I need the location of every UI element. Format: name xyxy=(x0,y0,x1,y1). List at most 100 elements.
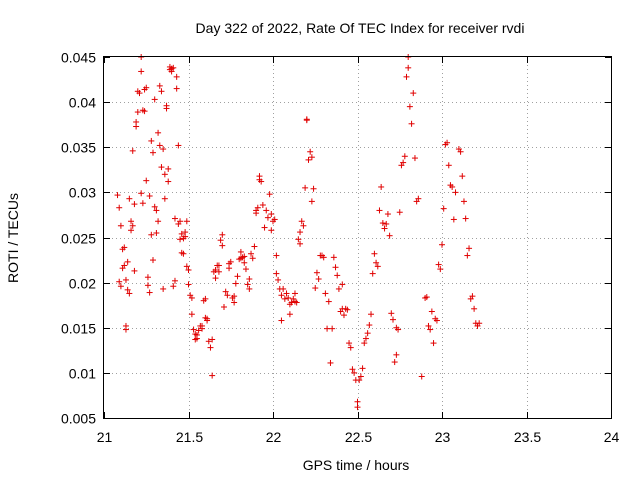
data-point xyxy=(312,285,319,292)
data-point xyxy=(303,117,310,124)
data-point xyxy=(361,340,368,347)
chart-title: Day 322 of 2022, Rate Of TEC Index for r… xyxy=(196,20,525,36)
data-point xyxy=(126,290,133,297)
x-tick-label: 23 xyxy=(435,429,451,445)
data-point xyxy=(177,236,184,243)
data-point xyxy=(275,276,282,283)
data-point xyxy=(471,305,478,312)
data-point xyxy=(209,372,216,379)
data-point xyxy=(383,220,390,227)
data-point xyxy=(131,267,138,274)
data-point xyxy=(386,232,393,239)
data-point xyxy=(188,294,195,301)
data-point xyxy=(425,322,432,329)
data-point xyxy=(161,171,168,178)
data-point xyxy=(143,84,150,91)
data-point xyxy=(403,73,410,80)
data-point xyxy=(160,146,167,153)
data-point xyxy=(263,207,270,214)
data-point xyxy=(163,102,170,109)
data-point xyxy=(124,286,131,293)
data-point xyxy=(253,210,260,217)
data-point xyxy=(459,173,466,180)
data-point xyxy=(354,404,361,411)
data-point xyxy=(143,177,150,184)
data-point xyxy=(297,229,304,236)
data-point xyxy=(190,326,197,333)
data-point xyxy=(427,326,434,333)
data-point xyxy=(393,351,400,358)
data-point xyxy=(430,340,437,347)
data-point xyxy=(185,266,192,273)
data-point xyxy=(450,216,457,223)
data-point xyxy=(344,306,351,313)
x-tick-label: 22 xyxy=(266,429,282,445)
data-point xyxy=(261,224,268,231)
data-point xyxy=(251,243,258,250)
data-point xyxy=(435,261,442,268)
data-point xyxy=(308,198,315,205)
data-point xyxy=(460,198,467,205)
data-point xyxy=(205,338,212,345)
data-point xyxy=(356,377,363,384)
data-point xyxy=(185,281,192,288)
data-point xyxy=(391,359,398,366)
data-point xyxy=(320,254,327,261)
data-point xyxy=(410,90,417,97)
data-point xyxy=(396,209,403,216)
data-point xyxy=(141,108,148,115)
data-point xyxy=(207,344,214,351)
data-point xyxy=(146,289,153,296)
data-point xyxy=(325,298,332,305)
data-point xyxy=(171,215,178,222)
data-point xyxy=(146,192,153,199)
data-point xyxy=(476,320,483,327)
data-point xyxy=(122,326,129,333)
data-point xyxy=(128,227,135,234)
data-point xyxy=(273,252,280,259)
data-point xyxy=(349,366,356,373)
data-point xyxy=(222,288,229,295)
data-point xyxy=(415,195,422,202)
data-point xyxy=(369,270,376,277)
data-point xyxy=(155,218,162,225)
data-point xyxy=(384,211,391,218)
data-point xyxy=(129,222,136,229)
y-tick-label: 0.01 xyxy=(69,366,96,382)
data-point xyxy=(291,290,298,297)
data-point xyxy=(433,317,440,324)
data-point xyxy=(307,148,314,155)
data-point xyxy=(330,254,337,261)
data-point xyxy=(215,262,222,269)
axis-ticks xyxy=(104,57,612,419)
data-point xyxy=(405,64,412,71)
data-point xyxy=(148,137,155,144)
data-point xyxy=(389,316,396,323)
data-point xyxy=(133,118,140,125)
data-point xyxy=(305,156,312,163)
data-point xyxy=(286,311,293,318)
data-point xyxy=(297,240,304,247)
data-point xyxy=(351,369,358,376)
data-point xyxy=(195,327,202,334)
data-point xyxy=(151,96,158,103)
data-point xyxy=(268,211,275,218)
data-point xyxy=(217,237,224,244)
data-point xyxy=(173,73,180,80)
data-point xyxy=(156,142,163,149)
data-point xyxy=(339,281,346,288)
data-point xyxy=(428,308,435,315)
data-point xyxy=(288,299,295,306)
data-point xyxy=(231,299,238,306)
data-point xyxy=(188,311,195,318)
data-point xyxy=(165,178,172,185)
y-tick-label: 0.035 xyxy=(61,140,96,156)
data-point xyxy=(158,164,165,171)
data-point xyxy=(248,250,255,257)
data-point xyxy=(449,183,456,190)
data-point xyxy=(204,317,211,324)
data-point xyxy=(153,229,160,236)
y-tick-labels: 0.005 0.01 0.015 0.02 0.025 0.03 0.035 0.04 0.04… xyxy=(61,50,96,427)
data-point xyxy=(161,195,168,202)
